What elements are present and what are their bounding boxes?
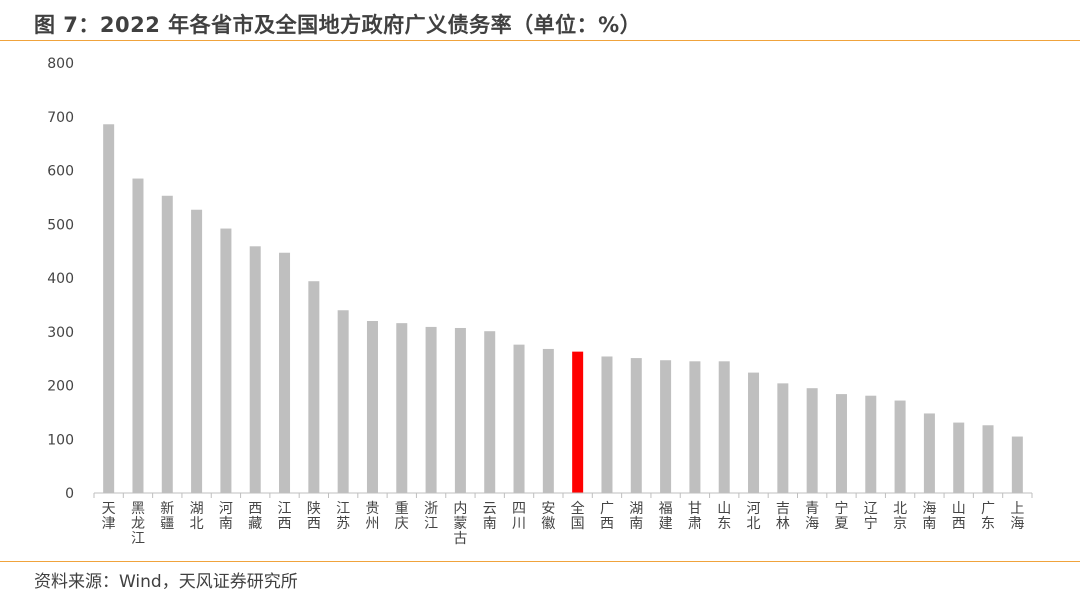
x-tick-label: 上海	[1010, 501, 1024, 532]
bar	[630, 358, 642, 493]
x-tick-label: 黑龙江	[131, 501, 145, 547]
x-tick-label: 广西	[600, 501, 614, 532]
bar	[601, 356, 613, 493]
y-tick-label: 800	[47, 56, 74, 72]
y-tick-label: 200	[47, 379, 74, 395]
x-tick-label: 全国	[571, 500, 585, 532]
x-tick-label: 湖北	[190, 501, 204, 532]
x-tick-label: 辽宁	[864, 501, 878, 532]
x-tick-label: 江西	[278, 501, 292, 532]
x-tick-label: 北京	[893, 501, 907, 532]
bar	[953, 422, 965, 493]
x-tick-label: 福建	[659, 501, 673, 532]
x-tick-label: 内蒙古	[453, 501, 467, 547]
bar	[425, 326, 437, 493]
y-axis: 0 100 200 300 400 500 600 700 800	[47, 56, 74, 502]
bottom-divider	[0, 561, 1080, 562]
x-tick-label: 安徽	[541, 501, 555, 532]
x-tick-label: 江苏	[336, 501, 350, 532]
bar	[279, 252, 291, 493]
bar	[191, 209, 203, 494]
bar	[103, 124, 115, 494]
x-tick-label: 海南	[922, 501, 936, 532]
bars	[103, 124, 1023, 494]
chart-title: 图 7：2022 年各省市及全国地方政府广义债务率（单位：%）	[34, 13, 642, 37]
bar	[396, 323, 408, 493]
x-tick-label: 河北	[747, 501, 761, 532]
x-tick-label: 青海	[805, 501, 819, 532]
bar	[689, 361, 701, 493]
bar	[835, 394, 847, 493]
bar	[132, 178, 144, 493]
x-tick-label: 宁夏	[834, 500, 848, 532]
bar	[249, 246, 261, 493]
x-tick-label: 贵州	[365, 501, 379, 532]
x-tick-label: 湖南	[629, 501, 643, 532]
bar	[660, 360, 672, 493]
x-tick-label: 云南	[483, 501, 497, 532]
y-tick-label: 600	[47, 164, 74, 180]
x-tick-label: 甘肃	[688, 501, 702, 532]
bar-highlight	[572, 351, 584, 493]
bar	[923, 413, 935, 493]
bar	[513, 344, 525, 493]
x-tick-label: 河南	[219, 501, 233, 532]
y-tick-label: 100	[47, 432, 74, 448]
bar	[982, 425, 994, 493]
bar	[1011, 436, 1023, 493]
x-tick-label: 浙江	[424, 501, 438, 532]
x-tick-label: 西藏	[248, 501, 262, 532]
top-divider	[0, 40, 1080, 41]
x-tick-label: 广东	[981, 501, 995, 532]
bar	[308, 281, 320, 493]
x-tick-label: 陕西	[307, 501, 321, 532]
x-tick-label: 山东	[717, 501, 731, 532]
bar	[865, 395, 877, 493]
bar	[220, 228, 232, 494]
bar	[718, 361, 730, 493]
source-note: 资料来源：Wind，天风证券研究所	[34, 572, 298, 592]
x-tick-label: 天津	[102, 501, 116, 532]
bar	[748, 372, 760, 493]
bar	[366, 321, 378, 493]
y-tick-label: 500	[47, 217, 74, 233]
y-tick-label: 700	[47, 110, 74, 126]
bar	[777, 383, 789, 493]
x-tick-label: 吉林	[776, 501, 790, 532]
x-tick-label: 重庆	[395, 501, 409, 532]
y-tick-label: 0	[65, 486, 74, 502]
y-tick-label: 300	[47, 325, 74, 341]
bar	[806, 388, 818, 493]
bar	[484, 331, 496, 493]
bar	[161, 195, 173, 493]
bar	[454, 327, 466, 493]
x-tick-label: 山西	[952, 501, 966, 532]
bar	[542, 348, 554, 493]
y-tick-label: 400	[47, 271, 74, 287]
bar	[894, 400, 906, 493]
bar	[337, 310, 349, 493]
x-tick-label: 四川	[512, 501, 526, 532]
x-tick-label: 新疆	[160, 501, 174, 532]
